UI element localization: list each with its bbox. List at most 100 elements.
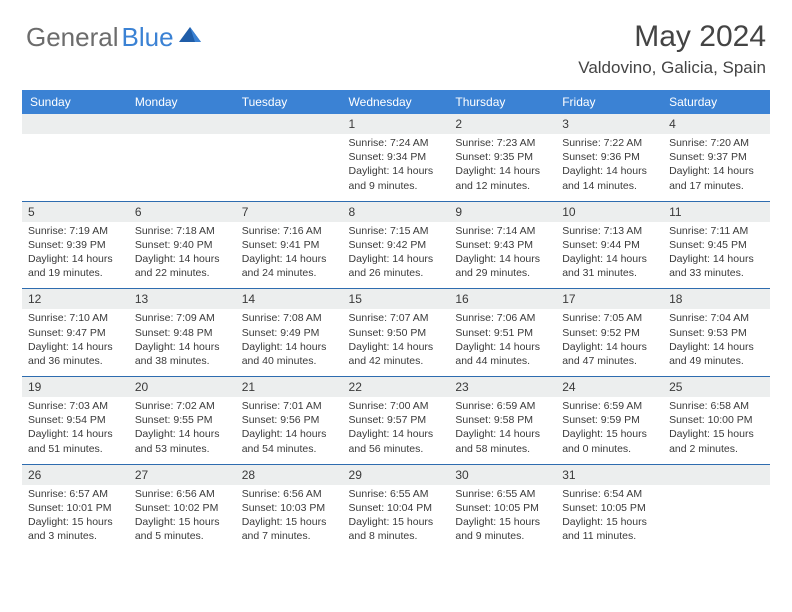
day-number: 20 <box>129 377 236 397</box>
day-number: 7 <box>236 202 343 222</box>
week-body-row: Sunrise: 7:10 AMSunset: 9:47 PMDaylight:… <box>22 309 770 376</box>
daylight-text-2: and 2 minutes. <box>669 442 764 456</box>
day-body: Sunrise: 6:54 AMSunset: 10:05 PMDaylight… <box>556 485 663 552</box>
daylight-text-2: and 36 minutes. <box>28 354 123 368</box>
day-body-cell <box>236 134 343 201</box>
daylight-text-2: and 17 minutes. <box>669 179 764 193</box>
day-number: 9 <box>449 202 556 222</box>
day-number: 13 <box>129 289 236 309</box>
day-body: Sunrise: 7:22 AMSunset: 9:36 PMDaylight:… <box>556 134 663 201</box>
daylight-text-1: Daylight: 14 hours <box>242 427 337 441</box>
day-number: 5 <box>22 202 129 222</box>
day-body: Sunrise: 7:16 AMSunset: 9:41 PMDaylight:… <box>236 222 343 289</box>
sunset-text: Sunset: 10:02 PM <box>135 501 230 515</box>
sunrise-text: Sunrise: 7:02 AM <box>135 399 230 413</box>
day-cell: 17 <box>556 289 663 310</box>
day-body-cell: Sunrise: 7:03 AMSunset: 9:54 PMDaylight:… <box>22 397 129 464</box>
sunrise-text: Sunrise: 7:23 AM <box>455 136 550 150</box>
daylight-text-1: Daylight: 14 hours <box>28 340 123 354</box>
day-header: Sunday <box>22 90 129 114</box>
week-daynum-row: 19202122232425 <box>22 377 770 398</box>
daylight-text-1: Daylight: 15 hours <box>135 515 230 529</box>
logo: GeneralBlue <box>26 22 203 53</box>
day-cell: 27 <box>129 464 236 485</box>
day-body-cell: Sunrise: 6:59 AMSunset: 9:58 PMDaylight:… <box>449 397 556 464</box>
sunset-text: Sunset: 10:03 PM <box>242 501 337 515</box>
day-cell: 5 <box>22 201 129 222</box>
sunrise-text: Sunrise: 7:10 AM <box>28 311 123 325</box>
logo-text-blue: Blue <box>122 22 174 53</box>
day-body-cell: Sunrise: 7:13 AMSunset: 9:44 PMDaylight:… <box>556 222 663 289</box>
daylight-text-1: Daylight: 15 hours <box>455 515 550 529</box>
day-body: Sunrise: 6:58 AMSunset: 10:00 PMDaylight… <box>663 397 770 464</box>
sunrise-text: Sunrise: 6:56 AM <box>242 487 337 501</box>
day-number: 17 <box>556 289 663 309</box>
sunrise-text: Sunrise: 6:55 AM <box>455 487 550 501</box>
daylight-text-1: Daylight: 14 hours <box>135 340 230 354</box>
daylight-text-1: Daylight: 14 hours <box>242 252 337 266</box>
daylight-text-1: Daylight: 15 hours <box>562 515 657 529</box>
day-cell: 6 <box>129 201 236 222</box>
sunrise-text: Sunrise: 7:04 AM <box>669 311 764 325</box>
sunset-text: Sunset: 9:35 PM <box>455 150 550 164</box>
day-body: Sunrise: 6:59 AMSunset: 9:58 PMDaylight:… <box>449 397 556 464</box>
sunrise-text: Sunrise: 7:00 AM <box>349 399 444 413</box>
sunrise-text: Sunrise: 6:59 AM <box>562 399 657 413</box>
sunrise-text: Sunrise: 7:18 AM <box>135 224 230 238</box>
day-header: Thursday <box>449 90 556 114</box>
sunrise-text: Sunrise: 7:08 AM <box>242 311 337 325</box>
day-number: 30 <box>449 465 556 485</box>
day-body-cell: Sunrise: 7:16 AMSunset: 9:41 PMDaylight:… <box>236 222 343 289</box>
daylight-text-2: and 12 minutes. <box>455 179 550 193</box>
sunrise-text: Sunrise: 7:22 AM <box>562 136 657 150</box>
day-body: Sunrise: 7:06 AMSunset: 9:51 PMDaylight:… <box>449 309 556 376</box>
sunset-text: Sunset: 9:34 PM <box>349 150 444 164</box>
sunrise-text: Sunrise: 7:06 AM <box>455 311 550 325</box>
day-body <box>129 134 236 190</box>
daylight-text-2: and 11 minutes. <box>562 529 657 543</box>
day-body-cell: Sunrise: 7:18 AMSunset: 9:40 PMDaylight:… <box>129 222 236 289</box>
day-body: Sunrise: 7:23 AMSunset: 9:35 PMDaylight:… <box>449 134 556 201</box>
sunset-text: Sunset: 9:41 PM <box>242 238 337 252</box>
day-body-cell: Sunrise: 7:10 AMSunset: 9:47 PMDaylight:… <box>22 309 129 376</box>
sunrise-text: Sunrise: 7:01 AM <box>242 399 337 413</box>
day-cell: 21 <box>236 377 343 398</box>
day-cell: 11 <box>663 201 770 222</box>
day-body: Sunrise: 7:03 AMSunset: 9:54 PMDaylight:… <box>22 397 129 464</box>
daylight-text-1: Daylight: 14 hours <box>455 164 550 178</box>
sunset-text: Sunset: 9:58 PM <box>455 413 550 427</box>
daylight-text-2: and 8 minutes. <box>349 529 444 543</box>
daylight-text-1: Daylight: 15 hours <box>242 515 337 529</box>
day-body-cell: Sunrise: 7:02 AMSunset: 9:55 PMDaylight:… <box>129 397 236 464</box>
daylight-text-2: and 9 minutes. <box>349 179 444 193</box>
day-body: Sunrise: 7:24 AMSunset: 9:34 PMDaylight:… <box>343 134 450 201</box>
sunrise-text: Sunrise: 7:19 AM <box>28 224 123 238</box>
sunset-text: Sunset: 9:44 PM <box>562 238 657 252</box>
sunset-text: Sunset: 10:01 PM <box>28 501 123 515</box>
day-number: 23 <box>449 377 556 397</box>
week-body-row: Sunrise: 7:03 AMSunset: 9:54 PMDaylight:… <box>22 397 770 464</box>
day-body-cell: Sunrise: 7:24 AMSunset: 9:34 PMDaylight:… <box>343 134 450 201</box>
daylight-text-1: Daylight: 14 hours <box>349 252 444 266</box>
day-cell <box>236 114 343 134</box>
day-number: 19 <box>22 377 129 397</box>
day-body-cell: Sunrise: 6:56 AMSunset: 10:02 PMDaylight… <box>129 485 236 552</box>
sunrise-text: Sunrise: 6:54 AM <box>562 487 657 501</box>
daylight-text-1: Daylight: 14 hours <box>242 340 337 354</box>
day-body-cell: Sunrise: 7:09 AMSunset: 9:48 PMDaylight:… <box>129 309 236 376</box>
day-cell: 4 <box>663 114 770 134</box>
day-cell: 26 <box>22 464 129 485</box>
daylight-text-1: Daylight: 14 hours <box>455 427 550 441</box>
day-body-cell: Sunrise: 6:55 AMSunset: 10:04 PMDaylight… <box>343 485 450 552</box>
daylight-text-1: Daylight: 15 hours <box>349 515 444 529</box>
daylight-text-2: and 24 minutes. <box>242 266 337 280</box>
week-body-row: Sunrise: 7:24 AMSunset: 9:34 PMDaylight:… <box>22 134 770 201</box>
day-number: 24 <box>556 377 663 397</box>
daylight-text-1: Daylight: 14 hours <box>562 340 657 354</box>
day-body: Sunrise: 6:56 AMSunset: 10:02 PMDaylight… <box>129 485 236 552</box>
day-body: Sunrise: 7:11 AMSunset: 9:45 PMDaylight:… <box>663 222 770 289</box>
daylight-text-2: and 47 minutes. <box>562 354 657 368</box>
day-cell: 29 <box>343 464 450 485</box>
daylight-text-2: and 5 minutes. <box>135 529 230 543</box>
sunrise-text: Sunrise: 7:11 AM <box>669 224 764 238</box>
